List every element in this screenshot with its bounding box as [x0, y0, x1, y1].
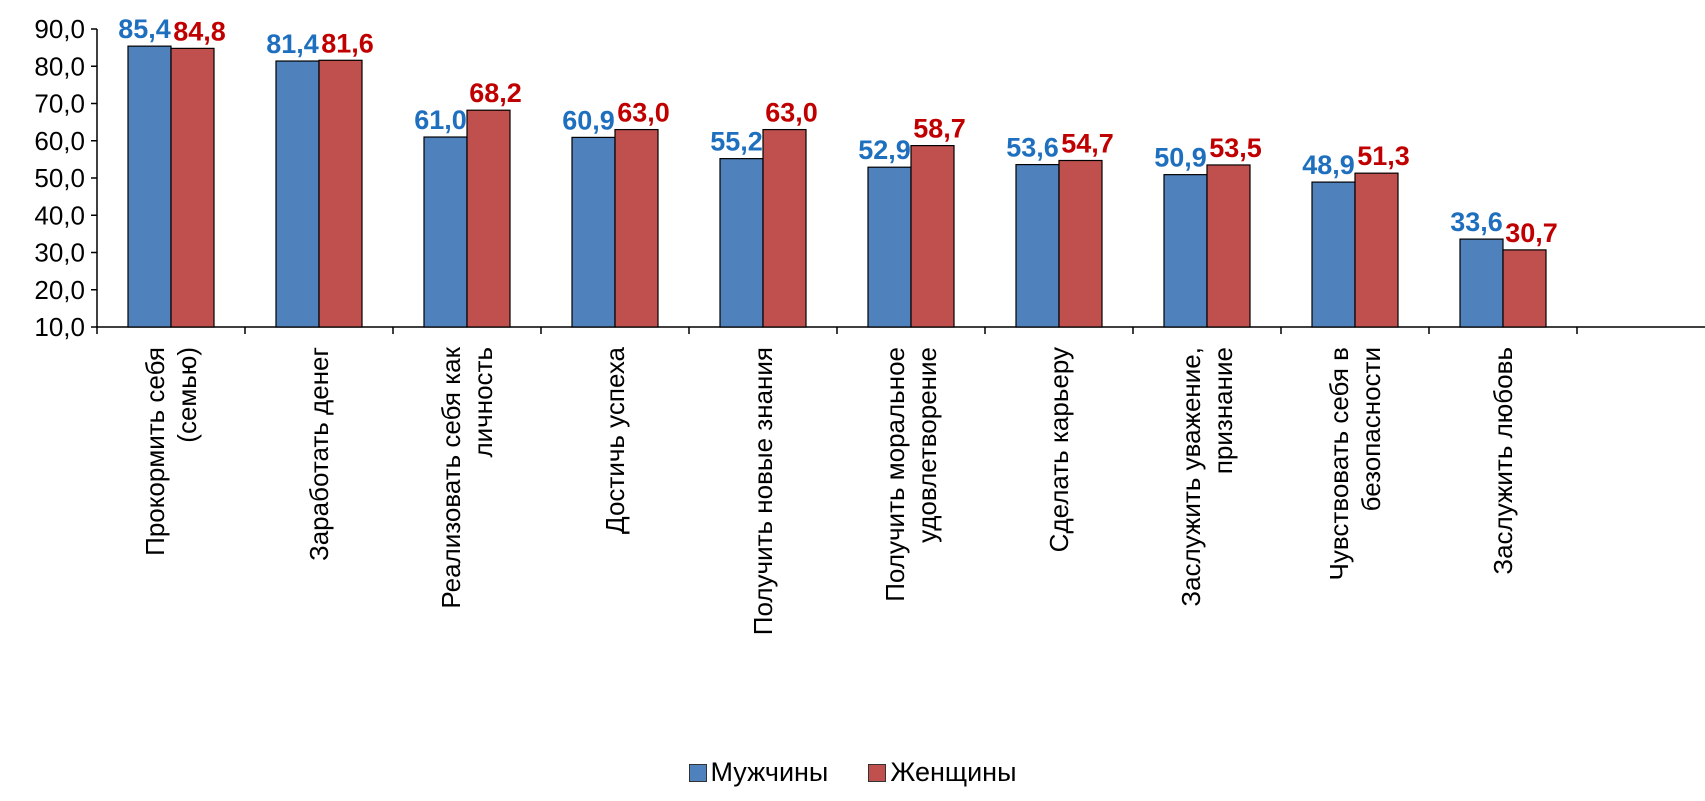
category-label-line: Получить новые знания — [748, 347, 778, 635]
legend-item-women: Женщины — [868, 757, 1016, 788]
category-label-line: (семью) — [172, 347, 202, 443]
bar-women — [1206, 164, 1251, 328]
category-label-line: Получить моральное — [880, 347, 910, 602]
data-label-men: 33,6 — [1450, 207, 1503, 237]
data-label-women: 53,5 — [1209, 133, 1262, 163]
category-label: Заработать денег — [304, 347, 334, 561]
y-tick-label: 60,0 — [34, 126, 85, 156]
bar-women — [762, 128, 807, 328]
legend: Мужчины Женщины — [0, 757, 1705, 788]
category-label-line: Заработать денег — [304, 347, 334, 561]
data-label-men: 60,9 — [562, 105, 615, 135]
bar-women — [1058, 159, 1103, 328]
legend-item-men: Мужчины — [688, 757, 829, 788]
legend-swatch-women — [868, 763, 887, 782]
legend-swatch-men — [688, 763, 707, 782]
bar-women — [466, 109, 511, 328]
category-label-line: Прокормить себя — [140, 347, 170, 556]
data-label-women: 58,7 — [913, 114, 966, 144]
data-label-men: 85,4 — [118, 14, 171, 44]
y-tick-label: 70,0 — [34, 89, 85, 119]
data-label-men: 48,9 — [1302, 150, 1355, 180]
bar-chart: 10,0 20,0 30,0 40,0 50,0 60,0 70,0 80,0 90,0 85,4… — [34, 14, 1705, 635]
bar-men — [423, 136, 468, 328]
category-label-line: Заслужить любовь — [1488, 347, 1518, 575]
bar-women — [614, 128, 659, 328]
data-label-women: 84,8 — [173, 16, 226, 46]
category-label-line: Реализовать себя как — [436, 346, 466, 608]
bar-men — [719, 158, 764, 328]
legend-label-women: Женщины — [890, 757, 1017, 787]
category-label: Заслужить любовь — [1488, 347, 1518, 575]
y-tick-label: 90,0 — [34, 14, 85, 44]
category-label-line: удовлетворение — [912, 347, 942, 543]
data-label-men: 55,2 — [710, 127, 763, 157]
data-label-women: 51,3 — [1357, 141, 1410, 171]
bar-women — [170, 47, 215, 328]
y-tick-label: 30,0 — [34, 238, 85, 268]
category-label: Получить моральное удовлетворение — [880, 347, 942, 602]
category-label: Сделать карьеру — [1044, 347, 1074, 552]
data-label-women: 54,7 — [1061, 128, 1114, 158]
bar-men — [1459, 238, 1504, 328]
y-tick-label: 10,0 — [34, 312, 85, 342]
category-label: Прокормить себя (семью) — [140, 347, 202, 556]
data-label-women: 30,7 — [1505, 218, 1558, 248]
bar-men — [1163, 174, 1208, 328]
data-label-women: 68,2 — [469, 78, 522, 108]
legend-label-men: Мужчины — [710, 757, 829, 787]
data-label-men: 52,9 — [858, 135, 911, 165]
data-label-women: 63,0 — [617, 98, 670, 128]
category-label: Реализовать себя как личность — [436, 346, 498, 608]
bar-women — [1502, 249, 1547, 328]
bar-women — [910, 144, 955, 328]
y-tick-label: 40,0 — [34, 200, 85, 230]
bar-men — [127, 45, 172, 328]
data-label-men: 50,9 — [1154, 143, 1207, 173]
category-label-line: Чувствовать себя в — [1324, 347, 1354, 580]
bar-men — [867, 166, 912, 328]
category-label: Достичь успеха — [600, 346, 630, 533]
category-label: Получить новые знания — [748, 347, 778, 635]
bar-women — [318, 59, 363, 328]
category-label-line: личность — [468, 347, 498, 458]
category-label: Заслужить уважение, признание — [1176, 347, 1238, 607]
bar-men — [571, 136, 616, 328]
category-label-line: Сделать карьеру — [1044, 347, 1074, 552]
data-label-men: 61,0 — [414, 105, 467, 135]
category-label: Чувствовать себя в безопасности — [1324, 347, 1386, 580]
data-label-men: 53,6 — [1006, 133, 1059, 163]
bar-men — [275, 60, 320, 328]
category-label-line: Заслужить уважение, — [1176, 347, 1206, 607]
y-tick-label: 50,0 — [34, 163, 85, 193]
y-tick-label: 80,0 — [34, 51, 85, 81]
bar-men — [1015, 163, 1060, 328]
data-label-women: 63,0 — [765, 98, 818, 128]
category-label-line: признание — [1208, 347, 1238, 474]
bar-women — [1354, 172, 1399, 328]
bar-men — [1311, 181, 1356, 328]
y-tick-label: 20,0 — [34, 275, 85, 305]
data-label-women: 81,6 — [321, 28, 374, 58]
data-label-men: 81,4 — [266, 29, 319, 59]
category-label-line: безопасности — [1356, 347, 1386, 511]
category-label-line: Достичь успеха — [600, 346, 630, 533]
